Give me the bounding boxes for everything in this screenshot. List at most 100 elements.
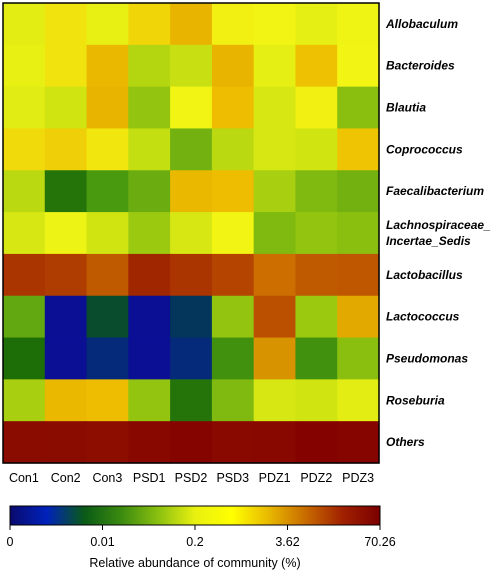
heatmap-cell	[86, 170, 129, 213]
heatmap-cell	[128, 253, 171, 297]
heatmap-cell	[86, 253, 129, 297]
heatmap-cell	[3, 44, 46, 88]
heatmap-cell	[170, 295, 213, 339]
heatmap-cell	[253, 253, 297, 297]
colorbar-tick-label: 0.01	[90, 535, 114, 549]
colorbar	[9, 505, 381, 526]
heatmap-cell	[295, 86, 338, 130]
heatmap-cell	[211, 337, 255, 380]
heatmap-cell	[337, 295, 380, 339]
heatmap-cell	[128, 3, 171, 46]
heatmap-cell	[44, 337, 88, 380]
heatmap-cell	[128, 421, 171, 464]
heatmap-cell	[211, 86, 255, 130]
heatmap-cell	[3, 86, 46, 130]
colorbar-ticks: 0 0.01 0.2 3.62 70.26	[7, 525, 396, 549]
heatmap-cell	[44, 421, 88, 464]
heatmap-cell	[253, 44, 297, 88]
row-label: Roseburia	[386, 393, 445, 407]
row-label: Allobaculum	[385, 17, 458, 31]
heatmap-cell	[253, 3, 297, 46]
heatmap-cell	[211, 128, 255, 171]
heatmap-cell	[295, 253, 338, 297]
colorbar-tick-label: 0	[7, 535, 14, 549]
heatmap-cell	[295, 337, 338, 380]
colorbar-tick-label: 0.2	[186, 535, 203, 549]
heatmap-cell	[86, 337, 129, 380]
heatmap-cell	[337, 3, 380, 46]
heatmap-cell	[44, 170, 88, 213]
heatmap-frame	[2, 2, 380, 464]
heatmap-cell	[295, 421, 338, 464]
heatmap-cell	[128, 128, 171, 171]
heatmap-cell	[295, 295, 338, 339]
column-label: Con1	[9, 471, 39, 485]
colorbar-tick-label: 3.62	[275, 535, 299, 549]
heatmap-cell	[211, 421, 255, 464]
row-label: Lachnospiraceae_ Incertae_Sedis	[386, 218, 491, 248]
row-label: Coprococcus	[386, 142, 463, 156]
column-label: PSD2	[175, 471, 208, 485]
column-label: PDZ2	[300, 471, 332, 485]
row-label: Blautia	[386, 101, 426, 115]
heatmap-cell	[3, 253, 46, 297]
heatmap-cell	[295, 44, 338, 88]
heatmap-cell	[170, 337, 213, 380]
heatmap-cell	[170, 86, 213, 130]
heatmap-cell	[86, 212, 129, 255]
heatmap-cell	[44, 128, 88, 171]
heatmap-cell	[128, 379, 171, 422]
heatmap-cell	[295, 170, 338, 213]
heatmap-cell	[3, 128, 46, 171]
row-labels: Allobaculum Bacteroides Blautia Coprococcus…	[385, 17, 491, 449]
heatmap-cell	[211, 3, 255, 46]
heatmap-cell	[253, 379, 297, 422]
column-label: Con3	[92, 471, 122, 485]
heatmap-cell	[337, 337, 380, 380]
column-label: PDZ1	[259, 471, 291, 485]
heatmap-cell	[44, 295, 88, 339]
heatmap-cell	[170, 212, 213, 255]
column-label: PDZ3	[342, 471, 374, 485]
heatmap-cell	[3, 170, 46, 213]
row-label: Pseudomonas	[386, 352, 468, 366]
heatmap-cell	[44, 212, 88, 255]
heatmap-cell	[253, 170, 297, 213]
heatmap-cell	[170, 421, 213, 464]
heatmap-cell	[86, 86, 129, 130]
heatmap-cell	[295, 3, 338, 46]
heatmap-cell	[128, 86, 171, 130]
row-label: Others	[386, 435, 425, 449]
heatmap-cell	[337, 170, 380, 213]
heatmap-cells	[3, 3, 380, 464]
row-label: Lactococcus	[386, 310, 460, 324]
heatmap-cell	[211, 212, 255, 255]
heatmap-cell	[44, 86, 88, 130]
heatmap-cell	[337, 379, 380, 422]
heatmap-cell	[128, 337, 171, 380]
heatmap-cell	[253, 295, 297, 339]
heatmap-cell	[86, 295, 129, 339]
heatmap-cell	[128, 44, 171, 88]
heatmap-cell	[86, 3, 129, 46]
heatmap-cell	[295, 212, 338, 255]
heatmap-cell	[128, 170, 171, 213]
heatmap-cell	[211, 253, 255, 297]
heatmap-cell	[3, 337, 46, 380]
heatmap-cell	[295, 128, 338, 171]
heatmap-cell	[86, 44, 129, 88]
heatmap-cell	[3, 3, 46, 46]
heatmap-cell	[44, 3, 88, 46]
heatmap-cell	[337, 421, 380, 464]
heatmap-cell	[44, 253, 88, 297]
heatmap-cell	[337, 253, 380, 297]
heatmap-cell	[170, 379, 213, 422]
heatmap-cell	[253, 212, 297, 255]
heatmap-cell	[86, 379, 129, 422]
heatmap-cell	[295, 379, 338, 422]
row-label: Lactobacillus	[386, 268, 463, 282]
heatmap-cell	[44, 44, 88, 88]
heatmap-cell	[170, 3, 213, 46]
heatmap-cell	[337, 86, 380, 130]
